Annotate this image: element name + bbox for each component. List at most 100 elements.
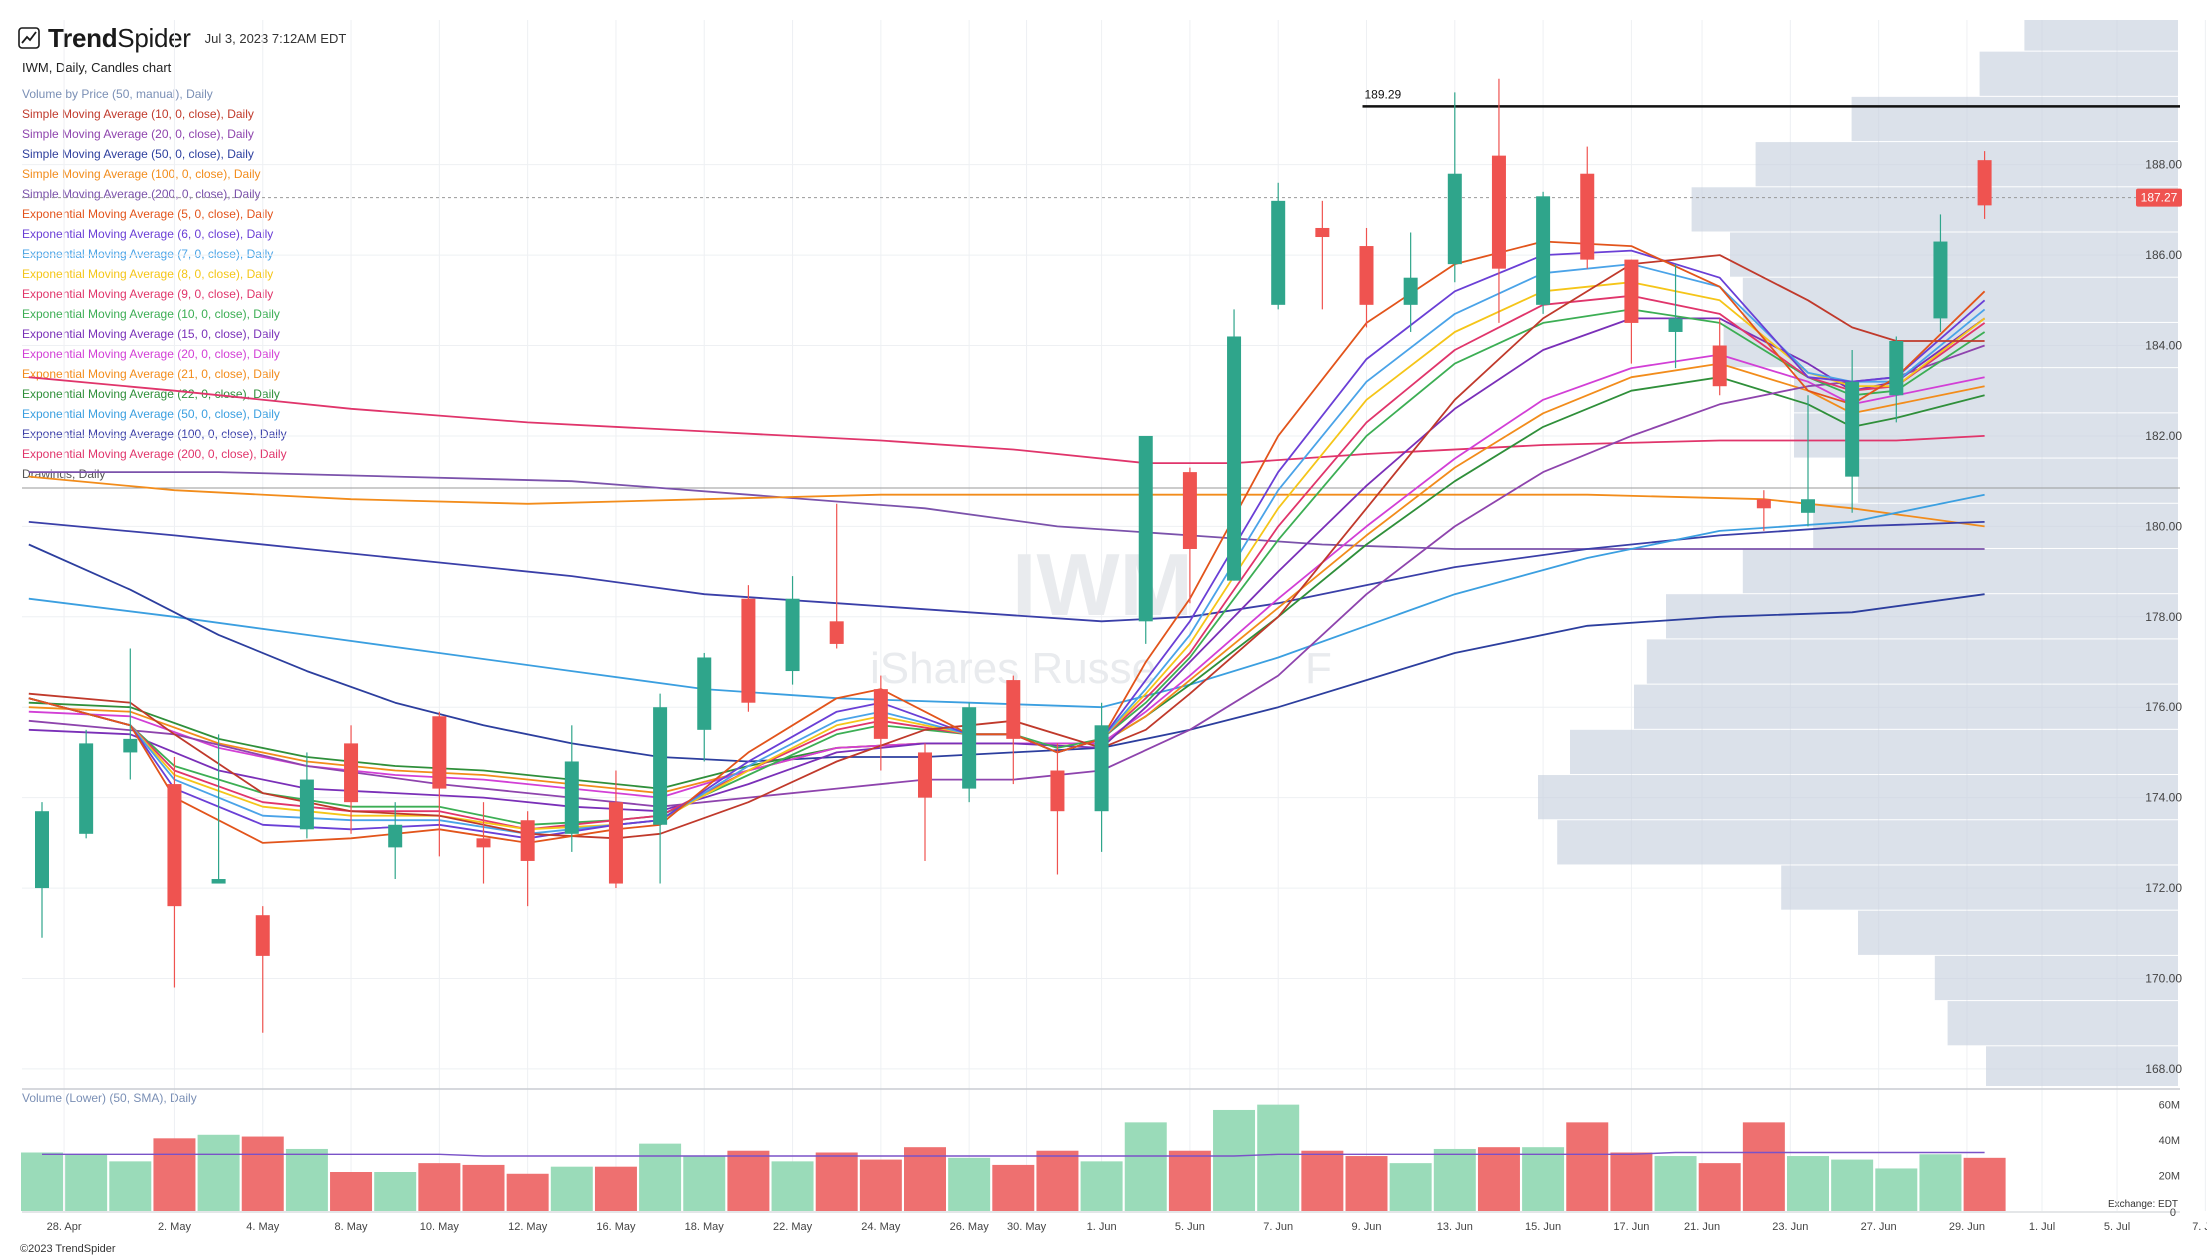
candle-body [1624,259,1639,323]
legend-item[interactable]: Simple Moving Average (20, 0, close), Da… [22,127,254,141]
price-tick-label: 176.00 [2145,700,2182,714]
time-tick-label: 1. Jul [2029,1221,2055,1233]
ma-line [28,376,1985,465]
candle-body [873,689,888,739]
symbol-line[interactable]: IWM, Daily, Candles chart [22,60,172,75]
legend-item[interactable]: Exponential Moving Average (50, 0, close… [22,407,280,421]
legend-item[interactable]: Exponential Moving Average (100, 0, clos… [22,427,287,441]
legend-item[interactable]: Simple Moving Average (200, 0, close), D… [22,187,261,201]
legend-item[interactable]: Simple Moving Average (10, 0, close), Da… [22,107,254,121]
copyright: ©2023 TrendSpider [20,1243,116,1255]
time-tick-label: 15. Jun [1525,1221,1561,1233]
candle-body [35,811,49,889]
candle-body [1580,173,1595,260]
brand-prefix: Trend [48,22,118,53]
volume-tick-label: 0 [2170,1207,2176,1219]
volume-bar [1345,1156,1388,1211]
volume-profile-bar [1742,548,2178,594]
candle-body [1182,472,1197,549]
volume-bar [1477,1147,1520,1211]
volume-bar [1433,1148,1476,1211]
time-tick-label: 8. May [335,1221,369,1233]
time-tick-label: 30. May [1007,1221,1047,1233]
volume-bar [109,1161,152,1211]
volume-bar [1168,1150,1211,1211]
volume-bar [1301,1150,1344,1211]
candle-body [653,707,668,825]
candle-body [564,761,579,834]
legend-item[interactable]: Exponential Moving Average (200, 0, clos… [22,447,287,461]
volume-bar [1610,1152,1653,1211]
volume-bar [1036,1150,1079,1211]
volume-profile-bar [1570,729,2178,775]
candle-body [1359,246,1374,305]
volume-tick-label: 60M [2159,1100,2180,1112]
legend-item[interactable]: Exponential Moving Average (21, 0, close… [22,367,280,381]
time-tick-label: 18. May [685,1221,725,1233]
candle-body [1006,680,1021,739]
volume-tick-label: 20M [2159,1171,2180,1183]
volume-bar [683,1156,726,1211]
volume-bar [639,1143,682,1211]
volume-bar [65,1154,108,1211]
candle-body [1756,499,1771,509]
candle-body [1138,435,1153,622]
candle-body [299,779,314,830]
volume-profile-bar [1947,1001,2178,1046]
legend-item[interactable]: Volume by Price (50, manual), Daily [22,87,213,101]
candle-body [918,752,932,798]
legend-item[interactable]: Exponential Moving Average (5, 0, close)… [22,207,274,221]
volume-bar [1257,1104,1300,1211]
price-tick-label: 182.00 [2145,429,2182,443]
volume-bar [1963,1157,2006,1211]
time-tick-label: 4. May [246,1221,280,1233]
time-tick-label: 29. Jun [1949,1221,1985,1233]
legend-item[interactable]: Simple Moving Average (50, 0, close), Da… [22,147,254,161]
volume-bar [1919,1154,1962,1211]
volume-profile-bar [1691,187,2178,232]
legend-item[interactable]: Exponential Moving Average (8, 0, close)… [22,267,274,281]
price-tick-label: 178.00 [2145,610,2182,624]
trendspider-logo-icon [18,27,40,49]
volume-legend[interactable]: Volume (Lower) (50, SMA), Daily [22,1091,197,1105]
candle-body [1712,345,1727,387]
volume-bar [1124,1122,1167,1211]
legend-item[interactable]: Exponential Moving Average (10, 0, close… [22,307,280,321]
volume-bar [1522,1147,1565,1211]
legend-item[interactable]: Exponential Moving Average (22, 0, close… [22,387,280,401]
volume-profile-bar [1557,820,2178,865]
legend-item[interactable]: Simple Moving Average (100, 0, close), D… [22,167,261,181]
volume-bar [550,1166,593,1211]
price-tick-label: 188.00 [2145,158,2182,172]
time-tick-label: 28. Apr [47,1221,82,1233]
price-tick-label: 180.00 [2145,519,2182,533]
volume-bar [1787,1156,1829,1211]
volume-profile-bar [1851,96,2178,142]
legend-item[interactable]: Exponential Moving Average (9, 0, close)… [22,287,274,301]
price-tick-label: 172.00 [2145,881,2182,895]
time-tick-label: 13. Jun [1437,1221,1473,1233]
volume-bar [815,1152,858,1211]
legend-item[interactable]: Exponential Moving Average (15, 0, close… [22,327,280,341]
time-tick-label: 5. Jun [1175,1221,1205,1233]
volume-bar [1213,1109,1256,1211]
legend-item[interactable]: Exponential Moving Average (6, 0, close)… [22,227,274,241]
candle-body [211,879,226,884]
volume-bar [771,1161,814,1211]
time-tick-label: 23. Jun [1772,1221,1808,1233]
volume-bar [992,1164,1035,1211]
price-tick-label: 174.00 [2145,791,2182,805]
time-tick-label: 26. May [950,1221,990,1233]
volume-bar [1566,1122,1609,1211]
price-tick-label: 184.00 [2145,339,2182,353]
volume-profile-bar [1858,458,2178,503]
legend-item[interactable]: Exponential Moving Average (20, 0, close… [22,347,280,361]
legend-item[interactable]: Exponential Moving Average (7, 0, close)… [22,247,274,261]
candle-body [520,820,535,861]
volume-bar [1654,1156,1697,1211]
time-tick-label: 21. Jun [1684,1221,1720,1233]
candle-body [785,598,800,672]
candle-body [1094,725,1109,812]
candle-body [79,743,94,834]
